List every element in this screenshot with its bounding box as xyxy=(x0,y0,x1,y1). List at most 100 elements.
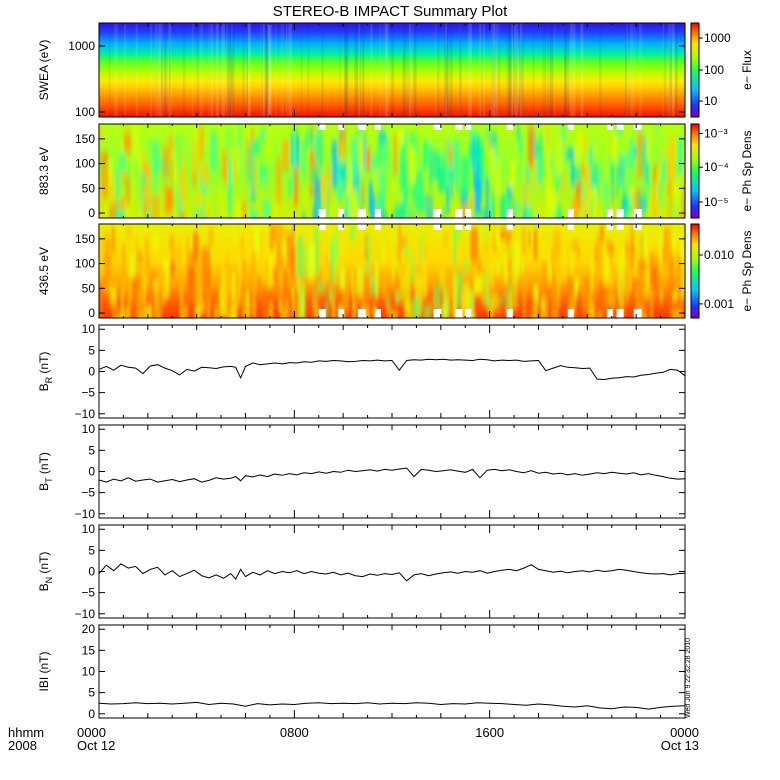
pad883-cell xyxy=(142,185,147,218)
pad436-cell xyxy=(395,270,400,306)
pad436-cell xyxy=(473,274,482,295)
pad436-cell xyxy=(300,291,305,317)
swea-streak xyxy=(154,23,159,117)
pad436-cell xyxy=(491,261,494,280)
data-gap xyxy=(633,309,642,318)
pad883-cell xyxy=(620,152,628,169)
pad883-cell xyxy=(210,132,217,170)
pad883-cell xyxy=(575,133,584,163)
pad883-cell xyxy=(669,206,673,218)
pad436-cell xyxy=(574,281,578,299)
swea-streak xyxy=(445,23,447,117)
pad883-cell xyxy=(439,153,447,186)
pad883-texture xyxy=(99,124,685,218)
pad436-cell xyxy=(664,227,672,262)
pad436-cell xyxy=(315,309,320,318)
pad883-cell xyxy=(119,152,126,172)
pad883-cell xyxy=(461,195,465,218)
pad883-cell xyxy=(450,168,454,199)
pad436-cell xyxy=(660,289,663,303)
pad883-cell xyxy=(151,194,160,218)
pad436-cell xyxy=(145,241,151,283)
pad883-cell xyxy=(360,181,365,202)
swea-streak xyxy=(267,23,270,117)
pad883-cell xyxy=(651,193,659,218)
bt-series-line xyxy=(98,467,686,483)
swea-streak xyxy=(280,23,285,117)
pad883-cell xyxy=(407,207,415,218)
pad436-texture xyxy=(99,224,685,318)
data-gap xyxy=(606,209,613,218)
pad883-cell xyxy=(677,211,684,218)
pad436-cell xyxy=(276,226,283,242)
colorbar xyxy=(690,223,700,319)
pad883-cell xyxy=(338,130,344,139)
pad436-cell xyxy=(521,256,524,275)
pad883-cell xyxy=(516,125,521,141)
pad436-cell xyxy=(585,278,593,306)
data-gap xyxy=(338,209,345,218)
swea-streak xyxy=(262,23,265,117)
pad883-cell xyxy=(204,144,208,163)
pad436-cell xyxy=(481,273,489,306)
swea-streak xyxy=(669,23,672,117)
pad436-cell xyxy=(682,224,685,240)
pad883-cell xyxy=(415,133,419,147)
pad436-cell xyxy=(497,297,502,318)
data-gap xyxy=(338,309,345,318)
pad883-cell xyxy=(397,128,404,142)
pad883-cell xyxy=(131,155,135,200)
pad883-cell xyxy=(517,168,522,187)
pad883-cell xyxy=(230,162,234,176)
pad883-cell xyxy=(567,190,570,218)
pad883-cell xyxy=(559,125,568,138)
pad436-cell xyxy=(623,254,627,287)
pad883-cell xyxy=(639,191,647,202)
pad436-cell xyxy=(381,243,386,272)
swea-streak xyxy=(225,23,229,117)
data-gap xyxy=(455,224,463,230)
pad436-cell xyxy=(637,224,642,261)
swea-streak xyxy=(229,23,232,117)
pad436-cell xyxy=(468,313,476,318)
colorbar-tick-label: 10 xyxy=(704,94,718,108)
pad883-cell xyxy=(560,182,568,193)
pad436-cell xyxy=(308,242,315,281)
pad883-cell xyxy=(404,130,407,150)
pad883-cell xyxy=(175,134,184,170)
swea-streak xyxy=(267,23,270,117)
data-gap xyxy=(616,124,624,130)
swea-streak xyxy=(625,23,627,117)
pad436-cell xyxy=(356,265,364,296)
pad436-cell xyxy=(203,248,211,291)
pad436-cell xyxy=(503,277,510,295)
pad436-cell xyxy=(453,231,456,267)
pad883-cell xyxy=(612,135,617,161)
time-tick-label: 0000 xyxy=(670,725,699,740)
pad883-cell xyxy=(629,186,636,218)
swea-streak xyxy=(514,23,518,117)
pad883-cell xyxy=(179,162,187,206)
pad436-cell xyxy=(233,228,237,242)
pad883-cell xyxy=(571,197,580,218)
pad436-cell xyxy=(290,247,296,286)
data-gap xyxy=(433,209,442,218)
pad883-cell xyxy=(611,165,614,204)
pad436-cell xyxy=(286,311,294,318)
pad436-cell xyxy=(238,261,242,302)
pad436-cell xyxy=(659,234,663,259)
swea-streak xyxy=(391,23,395,117)
swea-streak xyxy=(580,23,584,117)
data-gap xyxy=(567,309,574,318)
line-panels: 10 5 0 −5 −10 BR (nT) 10 5 0 −5 −10 BT (nT) 10 5 0 −5 −1… xyxy=(37,322,686,721)
pad436-cell xyxy=(512,245,515,282)
ytick-label: 5 xyxy=(88,543,95,557)
pad436-cell xyxy=(343,275,348,318)
pad436-cell xyxy=(470,228,479,263)
pad436-cell xyxy=(246,289,250,309)
pad883-cell xyxy=(462,203,468,218)
pad883-cell xyxy=(669,134,676,178)
ytick-label: 10 xyxy=(82,665,96,679)
pad436-cell xyxy=(651,250,659,266)
pad436-cell xyxy=(127,274,132,295)
